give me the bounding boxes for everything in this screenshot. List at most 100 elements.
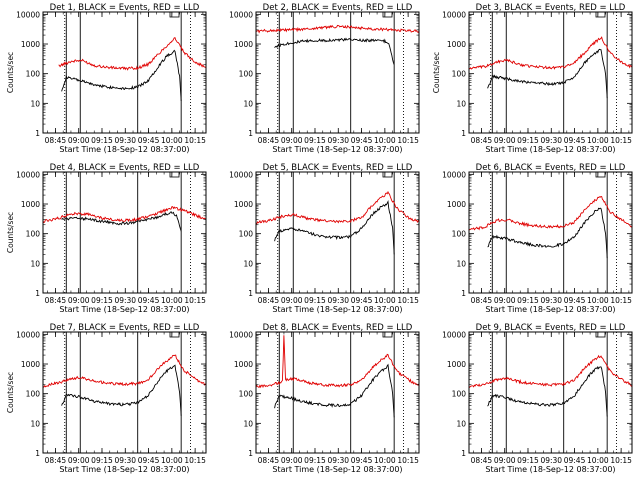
y-tick-label: 1000 [234,40,253,49]
y-tick-label: 1000 [234,200,253,209]
x-tick-label: 09:15 [517,136,539,145]
x-tick-label: 10:15 [610,136,632,145]
x-tick-label: 09:30 [540,136,562,145]
y-tick-label: 10000 [16,10,40,19]
panel-det-2: Det 2, BLACK = Events, RED = LLD 1 10 100 10… [229,3,420,154]
series-line-lld [256,190,419,225]
panel-det-6: Det 6, BLACK = Events, RED = LLD 1 10 100 10… [442,163,633,314]
y-tick-label: 1 [248,129,253,138]
series-line-events [487,48,608,99]
y-tick-label: 10 [243,259,253,268]
y-tick-label: 100 [239,70,254,79]
x-tick-label: 09:15 [91,136,113,145]
x-tick-label: 09:45 [564,136,586,145]
y-tick-label: 100 [26,390,41,399]
x-tick-label: 10:15 [397,136,419,145]
panel-det-8: Det 8, BLACK = Events, RED = LLD 1 10 100 10… [229,323,420,474]
y-tick-label: 1 [461,289,466,298]
y-tick-label: 1 [35,449,40,458]
x-tick-label: 09:45 [351,136,373,145]
y-tick-label: 1 [35,129,40,138]
panel-title: Det 5, BLACK = Events, RED = LLD [263,163,413,173]
y-tick-label: 1000 [447,200,466,209]
x-tick-label: 08:45 [471,136,493,145]
y-tick-label: 10000 [442,10,466,19]
x-tick-label: 09:15 [91,456,113,465]
series-line-lld [256,24,419,34]
y-tick-label: 1000 [21,360,40,369]
panel-det-9: Det 9, BLACK = Events, RED = LLD 1 10 100 10… [442,323,633,474]
x-tick-label: 09:30 [540,456,562,465]
x-tick-label: 08:45 [45,296,67,305]
y-tick-label: 100 [239,230,254,239]
x-tick-label: 09:00 [494,136,516,145]
x-tick-label: 10:15 [610,456,632,465]
y-tick-label: 10 [243,99,253,108]
x-tick-label: 09:30 [327,136,349,145]
y-tick-label: 10 [243,419,253,428]
x-axis-label: Start Time (18-Sep-12 08:37:00) [272,465,402,474]
y-tick-label: 10 [456,259,466,268]
x-tick-label: 10:00 [587,296,609,305]
y-tick-label: 100 [452,230,467,239]
y-tick-label: 1000 [21,40,40,49]
x-tick-label: 08:45 [471,296,493,305]
x-tick-label: 08:45 [45,456,67,465]
x-tick-label: 09:15 [304,296,326,305]
plot-frame [255,11,420,134]
y-tick-label: 1 [35,289,40,298]
panel-title: Det 3, BLACK = Events, RED = LLD [476,3,626,13]
y-tick-label: 10000 [16,330,40,339]
y-tick-label: 10000 [16,170,40,179]
x-tick-label: 10:15 [184,136,206,145]
x-tick-label: 09:15 [517,456,539,465]
plot-frame [468,171,633,294]
y-tick-label: 1000 [21,200,40,209]
x-tick-label: 09:45 [138,296,160,305]
x-tick-label: 09:00 [281,136,303,145]
y-tick-label: 1 [461,129,466,138]
panel-det-5: Det 5, BLACK = Events, RED = LLD 1 10 100 10… [229,163,420,314]
x-tick-label: 09:30 [327,456,349,465]
y-tick-label: 10000 [229,170,253,179]
y-axis-label: Counts/sec [432,52,441,93]
x-tick-label: 09:45 [564,296,586,305]
x-axis-label: Start Time (18-Sep-12 08:37:00) [59,465,189,474]
series-line-events [487,365,608,417]
y-tick-label: 10000 [442,330,466,339]
x-tick-label: 09:00 [281,456,303,465]
x-tick-label: 09:30 [114,296,136,305]
y-tick-label: 100 [239,390,254,399]
y-tick-label: 100 [452,390,467,399]
x-tick-label: 09:15 [517,296,539,305]
x-tick-label: 09:45 [564,456,586,465]
panel-det-7: Det 7, BLACK = Events, RED = LLD 1 10 100 10… [6,323,207,474]
series-line-events [487,207,608,259]
y-tick-label: 10 [30,99,40,108]
panel-title: Det 2, BLACK = Events, RED = LLD [263,3,413,13]
x-axis-label: Start Time (18-Sep-12 08:37:00) [59,145,189,154]
series-line-lld [43,206,206,223]
y-tick-label: 10 [456,419,466,428]
y-tick-label: 100 [26,70,41,79]
plot-frame [255,171,420,294]
y-axis-label: Counts/sec [6,372,15,413]
plot-frame [468,11,633,134]
x-axis-label: Start Time (18-Sep-12 08:37:00) [59,305,189,314]
x-tick-label: 09:30 [327,296,349,305]
panel-det-1: Det 1, BLACK = Events, RED = LLD 1 10 100 10… [6,3,207,154]
x-tick-label: 09:15 [91,296,113,305]
y-tick-label: 10000 [229,330,253,339]
x-tick-label: 09:00 [68,456,90,465]
y-tick-label: 10000 [229,10,253,19]
x-tick-label: 09:45 [351,456,373,465]
x-tick-label: 09:00 [281,296,303,305]
panel-title: Det 9, BLACK = Events, RED = LLD [476,323,626,333]
x-tick-label: 10:00 [374,136,396,145]
x-tick-label: 08:45 [471,456,493,465]
x-tick-label: 09:30 [114,136,136,145]
series-line-lld [469,354,632,388]
x-tick-label: 10:00 [161,136,183,145]
panel-title: Det 6, BLACK = Events, RED = LLD [476,163,626,173]
